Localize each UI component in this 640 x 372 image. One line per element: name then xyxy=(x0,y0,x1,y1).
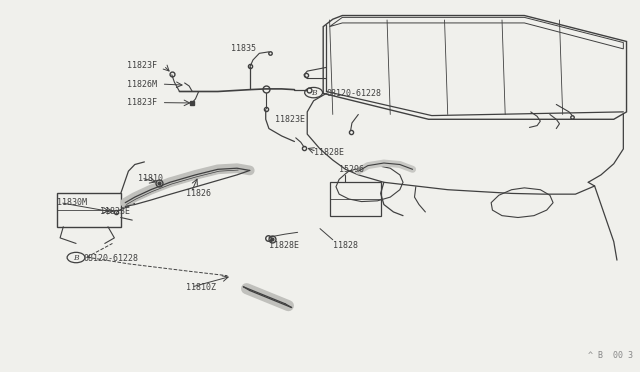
Text: 11828E: 11828E xyxy=(314,148,344,157)
Text: ^ B  00 3: ^ B 00 3 xyxy=(588,351,633,360)
Text: B: B xyxy=(73,254,79,262)
Bar xyxy=(330,182,381,216)
Text: 11810Z: 11810Z xyxy=(186,283,216,292)
Text: 11835: 11835 xyxy=(230,44,255,53)
Text: 11823E: 11823E xyxy=(100,208,130,217)
Text: 08120-61228: 08120-61228 xyxy=(326,89,381,98)
Text: 11828E: 11828E xyxy=(269,241,299,250)
Text: B: B xyxy=(311,89,316,97)
Text: 15296: 15296 xyxy=(339,165,364,174)
Text: 11830M: 11830M xyxy=(57,198,87,207)
Bar xyxy=(57,193,121,227)
Text: 11828: 11828 xyxy=(333,241,358,250)
Text: 11823F: 11823F xyxy=(127,98,157,107)
Text: 11823F: 11823F xyxy=(127,61,157,70)
Text: 11826M: 11826M xyxy=(127,80,157,89)
Text: 08120-61228: 08120-61228 xyxy=(84,254,139,263)
Text: 11826: 11826 xyxy=(186,189,211,198)
Text: 11823E: 11823E xyxy=(275,115,305,124)
Text: 11810: 11810 xyxy=(138,174,163,183)
